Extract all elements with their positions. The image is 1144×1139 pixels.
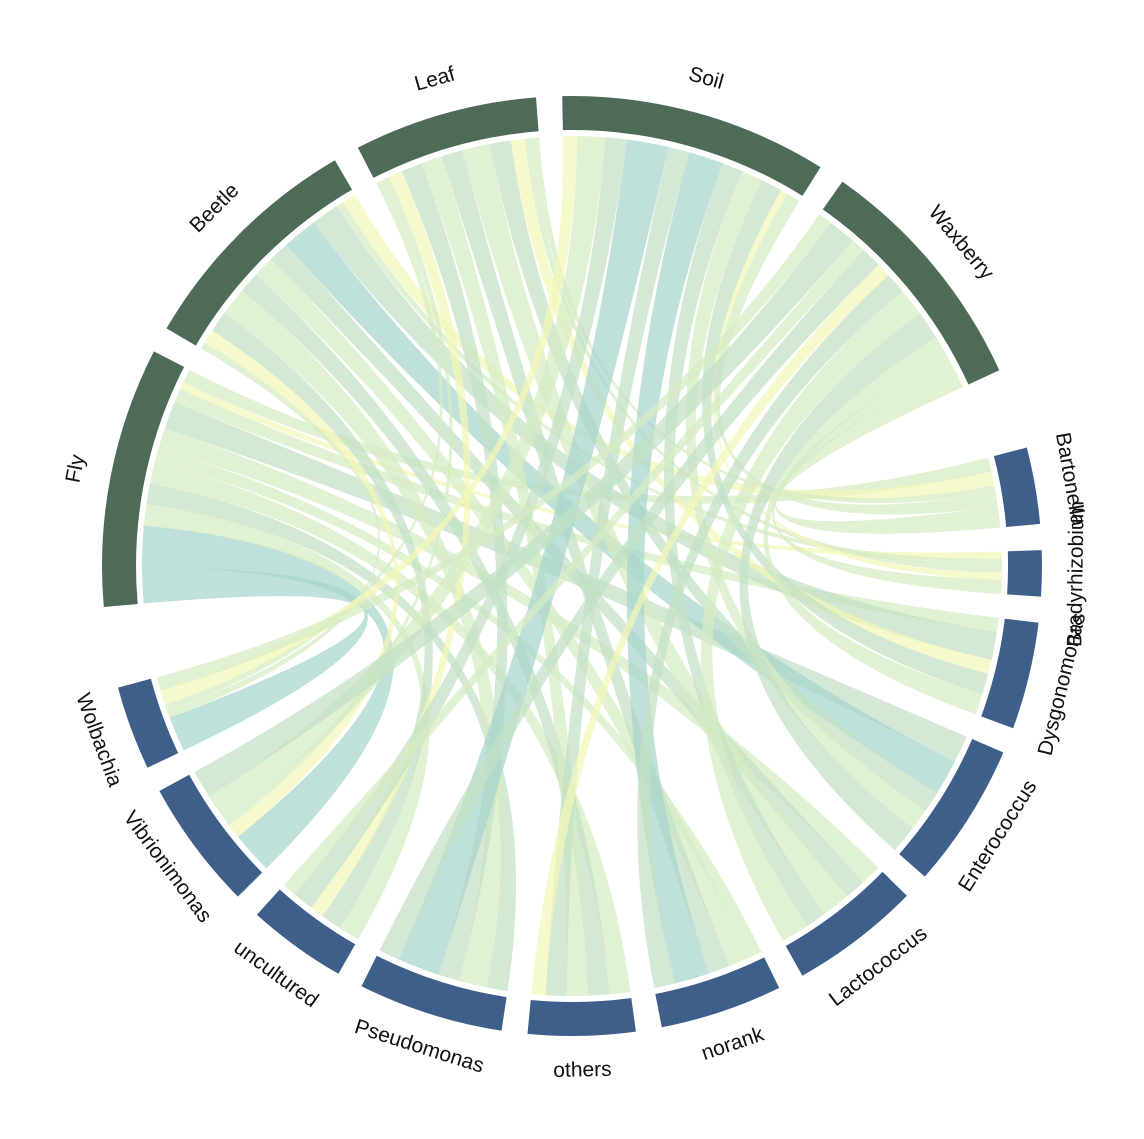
label-dysgonomonas: Dysgonomonas [1034,611,1091,758]
label-fly: Fly [61,452,89,484]
ribbon-soil-norank [626,152,724,984]
sector-pseudomonas [361,955,507,1031]
ribbon-soil-others [545,147,690,996]
sector-soil [562,95,821,196]
ribbon-soil-dysgonomonas [701,180,989,695]
label-bradyrhizobium: Bradyrhizobium [1063,501,1088,647]
label-wolbachia: Wolbachia [71,690,126,790]
sector-vibrionimonas [159,774,263,897]
sector-uncultured [256,889,356,974]
ribbon-waxberry-enterococcus [739,313,936,851]
sector-wolbachia [118,678,179,768]
ribbon-beetle-enterococcus [286,222,955,794]
ribbon-fly-vibrionimonas [141,525,394,869]
label-pseudomonas: Pseudomonas [352,1015,487,1078]
ribbon-waxberry-pseudomonas [379,249,879,960]
ribbon-waxberry-dysgonomonas [763,337,983,715]
ribbon-waxberry-norank [637,275,903,989]
ribbon-leaf-lactococcus [462,143,847,914]
ribbon-fly-others [150,462,631,995]
label-leaf: Leaf [412,62,458,95]
label-soil: Soil [686,62,726,93]
sector-bartonella [993,447,1041,527]
sector-lactococcus [785,871,907,976]
label-beetle: Beetle [185,179,243,237]
ribbon-soil-wolbachia [160,135,578,705]
ribbon-leaf-norank [441,150,730,974]
ribbon-fly-enterococcus [164,401,967,763]
sector-dysgonomonas [981,618,1039,729]
ribbon-layer [141,135,1002,997]
ribbon-fly-wolbachia [142,567,368,751]
ribbon-leaf-others [421,156,588,997]
sector-enterococcus [899,739,1004,877]
sector-layer [102,95,1042,1036]
label-others: others [553,1058,612,1082]
label-norank: norank [698,1022,767,1064]
ribbon-leaf-dysgonomonas [510,138,992,674]
sector-leaf [357,97,539,178]
sector-beetle [166,160,352,346]
ribbon-waxberry-uncultured [283,240,864,895]
sector-waxberry [822,181,1000,385]
ribbon-waxberry-bartonella [773,367,1001,534]
sector-others [527,998,636,1036]
sector-bradyrhizobium [1007,550,1042,597]
sector-norank [655,957,780,1028]
ribbon-fly-dysgonomonas [174,388,999,632]
sector-fly [102,351,185,607]
ribbon-waxberry-bradyrhizobium [772,355,1002,594]
ribbon-soil-pseudomonas [398,139,669,975]
ribbon-waxberry-vibrionimonas [194,222,853,797]
ribbon-beetle-pseudomonas [224,290,505,988]
